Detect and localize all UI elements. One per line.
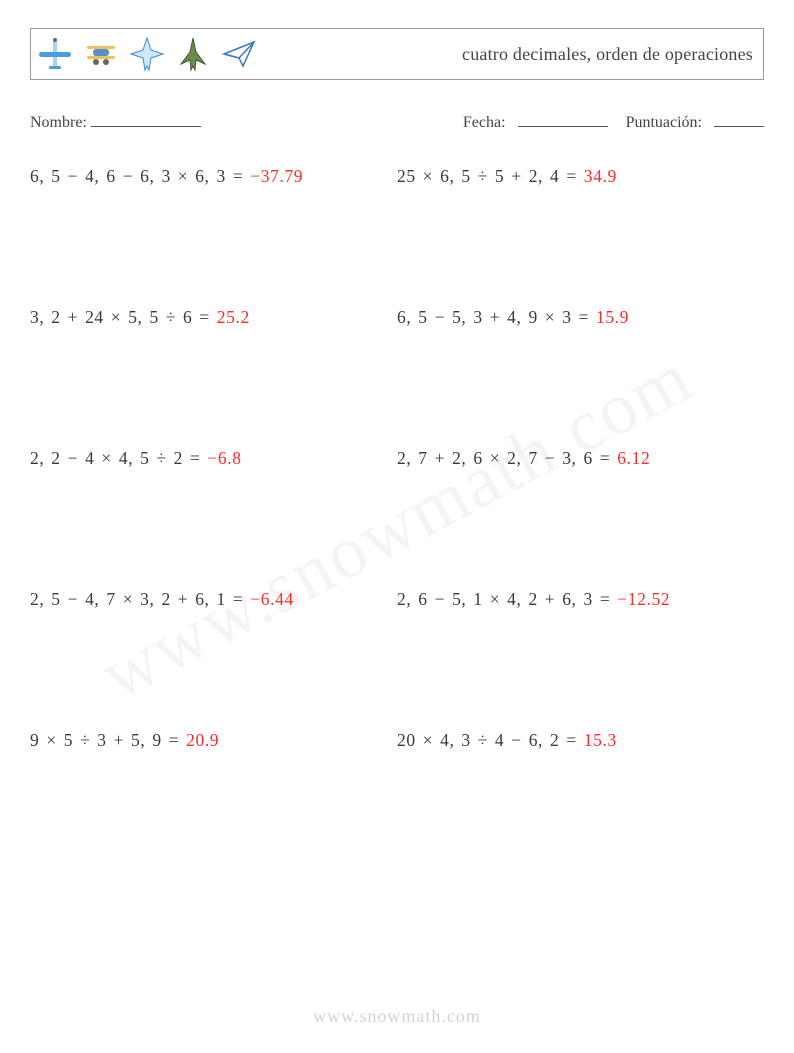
page: cuatro decimales, orden de operaciones N… bbox=[0, 0, 794, 751]
problem-answer: 6.12 bbox=[617, 448, 650, 468]
problem: 20 × 4, 3 ÷ 4 − 6, 2 = 15.3 bbox=[397, 730, 764, 751]
problem-answer: −6.44 bbox=[250, 589, 294, 609]
problem-answer: 34.9 bbox=[584, 166, 617, 186]
problem: 2, 5 − 4, 7 × 3, 2 + 6, 1 = −6.44 bbox=[30, 589, 397, 610]
jet-icon bbox=[175, 36, 211, 72]
problem-expression: 2, 2 − 4 × 4, 5 ÷ 2 = bbox=[30, 448, 200, 468]
problem-expression: 25 × 6, 5 ÷ 5 + 2, 4 = bbox=[397, 166, 577, 186]
problems-grid: 6, 5 − 4, 6 − 6, 3 × 6, 3 = −37.79 25 × … bbox=[30, 166, 764, 751]
problem-answer: −12.52 bbox=[617, 589, 670, 609]
problem-answer: −6.8 bbox=[207, 448, 241, 468]
problem: 25 × 6, 5 ÷ 5 + 2, 4 = 34.9 bbox=[397, 166, 764, 187]
problem-expression: 2, 6 − 5, 1 × 4, 2 + 6, 3 = bbox=[397, 589, 610, 609]
name-blank[interactable] bbox=[91, 112, 201, 127]
problem: 2, 2 − 4 × 4, 5 ÷ 2 = −6.8 bbox=[30, 448, 397, 469]
problem-answer: 20.9 bbox=[186, 730, 219, 750]
score-label: Puntuación: bbox=[626, 114, 702, 131]
problem: 6, 5 − 5, 3 + 4, 9 × 3 = 15.9 bbox=[397, 307, 764, 328]
footer-url: www.snowmath.com bbox=[0, 1006, 794, 1027]
name-label: Nombre: bbox=[30, 114, 87, 132]
problem: 2, 7 + 2, 6 × 2, 7 − 3, 6 = 6.12 bbox=[397, 448, 764, 469]
biplane-icon bbox=[83, 36, 119, 72]
problem: 3, 2 + 24 × 5, 5 ÷ 6 = 25.2 bbox=[30, 307, 397, 328]
problem-expression: 20 × 4, 3 ÷ 4 − 6, 2 = bbox=[397, 730, 577, 750]
problem-answer: −37.79 bbox=[250, 166, 303, 186]
meta-row: Nombre: Fecha: Puntuación: bbox=[30, 112, 764, 132]
paper-plane-icon bbox=[221, 36, 257, 72]
problem: 2, 6 − 5, 1 × 4, 2 + 6, 3 = −12.52 bbox=[397, 589, 764, 610]
problem-expression: 6, 5 − 4, 6 − 6, 3 × 6, 3 = bbox=[30, 166, 243, 186]
score-blank[interactable] bbox=[714, 112, 764, 127]
problem-expression: 2, 5 − 4, 7 × 3, 2 + 6, 1 = bbox=[30, 589, 243, 609]
problem-expression: 3, 2 + 24 × 5, 5 ÷ 6 = bbox=[30, 307, 210, 327]
airplane-top-icon bbox=[129, 36, 165, 72]
problem-expression: 9 × 5 ÷ 3 + 5, 9 = bbox=[30, 730, 179, 750]
problem-answer: 15.9 bbox=[596, 307, 629, 327]
airplane-icon bbox=[37, 36, 73, 72]
problem-expression: 6, 5 − 5, 3 + 4, 9 × 3 = bbox=[397, 307, 589, 327]
problem-expression: 2, 7 + 2, 6 × 2, 7 − 3, 6 = bbox=[397, 448, 610, 468]
problem-answer: 25.2 bbox=[217, 307, 250, 327]
problem-answer: 15.3 bbox=[584, 730, 617, 750]
date-label: Fecha: bbox=[463, 114, 506, 131]
problem: 6, 5 − 4, 6 − 6, 3 × 6, 3 = −37.79 bbox=[30, 166, 397, 187]
header-icons bbox=[37, 36, 257, 72]
header-bar: cuatro decimales, orden de operaciones bbox=[30, 28, 764, 80]
worksheet-title: cuatro decimales, orden de operaciones bbox=[462, 44, 753, 65]
problem: 9 × 5 ÷ 3 + 5, 9 = 20.9 bbox=[30, 730, 397, 751]
date-blank[interactable] bbox=[518, 112, 608, 127]
